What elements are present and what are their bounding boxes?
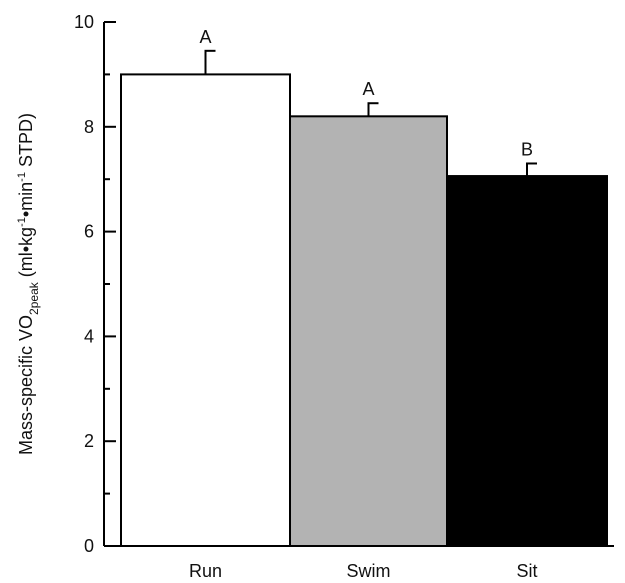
significance-label-run: A [199,27,211,47]
y-ticks-group: 0 2 4 6 8 10 [74,12,116,556]
ylabel-part1: Mass-specific VO [16,315,36,455]
category-label-swim: Swim [347,561,391,581]
y-tick-label: 6 [84,222,94,242]
ylabel-superscript-1: -1 [16,217,28,227]
bar-sit [446,175,608,547]
significance-label-sit: B [521,139,533,159]
ylabel-part3: •min [16,182,36,217]
category-label-run: Run [189,561,222,581]
category-labels-group: Run Swim Sit [189,561,538,581]
ylabel-subscript: 2peak [27,281,41,315]
significance-label-swim: A [362,79,374,99]
y-axis-label: Mass-specific VO2peak (ml•kg-1•min-1 STP… [16,113,41,455]
error-bars-group [204,49,537,177]
ylabel-part2: (ml•kg [16,227,36,282]
significance-labels-group: A A B [199,27,533,160]
category-label-sit: Sit [516,561,537,581]
y-tick-label: 2 [84,431,94,451]
bar-run [120,73,291,548]
y-tick-label: 10 [74,12,94,32]
y-tick-label: 4 [84,326,94,346]
y-tick-label: 8 [84,117,94,137]
bar-swim [289,115,448,547]
bars-group [120,73,608,548]
y-tick-label: 0 [84,536,94,556]
ylabel-superscript-2: -1 [16,172,28,182]
ylabel-part4: STPD) [16,113,36,172]
